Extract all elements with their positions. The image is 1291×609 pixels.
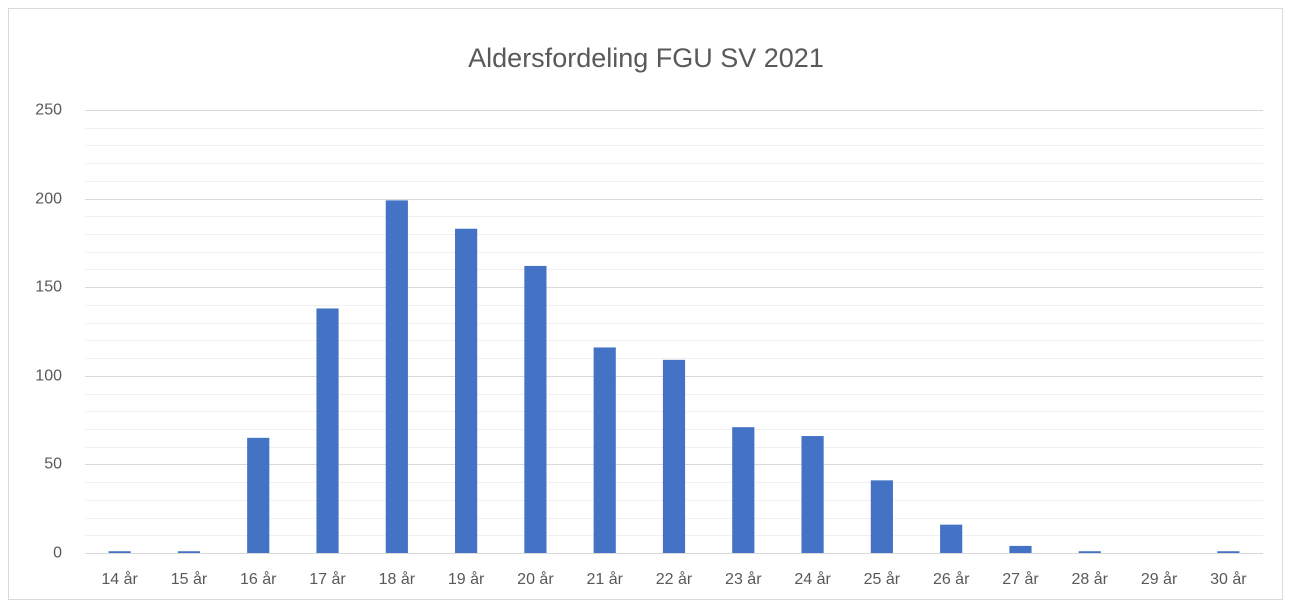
x-tick-label: 16 år xyxy=(240,570,277,588)
y-tick-label: 200 xyxy=(35,191,62,208)
x-tick-label: 24 år xyxy=(794,570,831,588)
bar xyxy=(801,436,824,553)
bar xyxy=(524,265,547,553)
x-tick-label: 20 år xyxy=(517,570,554,588)
x-tick-label: 23 år xyxy=(725,570,762,588)
x-tick-label: 27 år xyxy=(1002,570,1039,588)
bar xyxy=(177,551,201,553)
bar xyxy=(385,200,408,553)
bar xyxy=(1217,551,1240,553)
x-tick-label: 17 år xyxy=(309,570,346,588)
x-tick-label: 14 år xyxy=(101,570,138,588)
bar xyxy=(1009,545,1032,553)
x-tick-label: 22 år xyxy=(656,570,693,588)
x-tick-label: 25 år xyxy=(864,570,901,588)
bar xyxy=(1078,551,1101,553)
y-tick-label: 50 xyxy=(44,456,62,473)
x-tick-label: 30 år xyxy=(1210,570,1247,588)
chart-border xyxy=(8,8,1283,600)
x-tick-label: 15 år xyxy=(171,570,208,588)
x-tick-label: 18 år xyxy=(379,570,416,588)
x-tick-label: 21 år xyxy=(586,570,623,588)
x-tick-label: 19 år xyxy=(448,570,485,588)
bar xyxy=(662,359,686,553)
bar xyxy=(732,427,755,553)
x-tick-label: 29 år xyxy=(1141,570,1178,588)
bar xyxy=(455,228,478,553)
chart-title: Aldersfordeling FGU SV 2021 xyxy=(468,43,824,73)
bar xyxy=(247,437,270,553)
y-tick-label: 0 xyxy=(53,545,62,562)
y-tick-label: 100 xyxy=(35,368,62,385)
bar xyxy=(593,347,616,553)
x-tick-label: 28 år xyxy=(1072,570,1109,588)
y-tick-label: 150 xyxy=(35,279,62,296)
bar xyxy=(940,524,963,553)
bar xyxy=(108,551,131,553)
x-tick-label: 26 år xyxy=(933,570,970,588)
bar xyxy=(316,308,339,553)
bar xyxy=(870,480,893,553)
y-tick-label: 250 xyxy=(35,102,62,119)
